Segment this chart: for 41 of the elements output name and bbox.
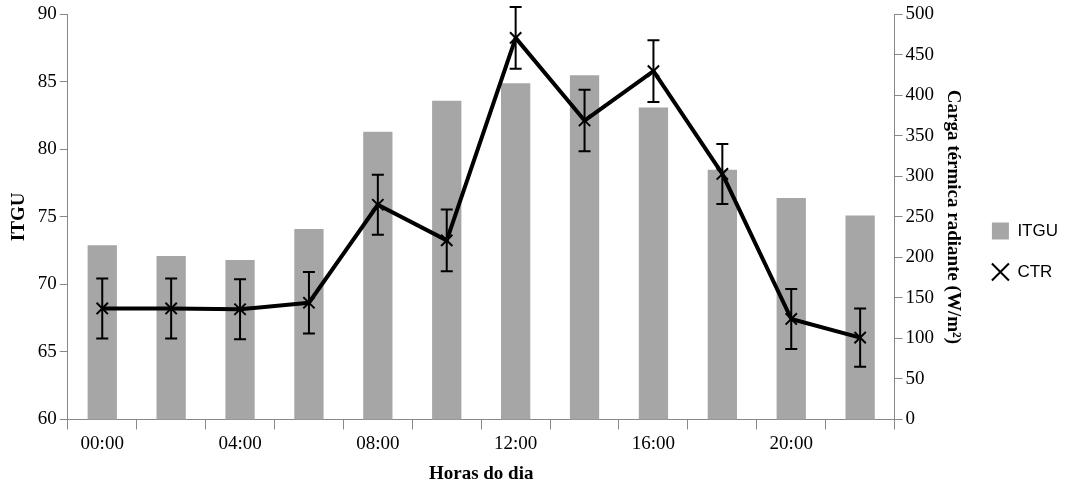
legend-label: ITGU: [1017, 220, 1058, 240]
point: [853, 330, 867, 345]
x-tick-label: 04:00: [218, 431, 262, 453]
x-tick-label: 08:00: [356, 431, 400, 453]
legend-label: CTR: [1017, 261, 1053, 281]
y2-tick-label: 400: [905, 83, 935, 105]
y2-tick-label: 100: [905, 326, 935, 348]
x-axis-title: Horas do dia: [428, 461, 534, 483]
x-tick-label: 20:00: [769, 431, 813, 453]
y2-tick-label: 150: [905, 285, 935, 307]
y2-tick-label: 0: [905, 407, 916, 429]
y-tick-label: 65: [37, 339, 57, 361]
y2-axis-title: Carga térmica radiante (W/m²): [942, 89, 965, 344]
y2-tick-label: 350: [905, 123, 935, 145]
x-tick-label: 12:00: [494, 431, 538, 453]
y2-tick-label: 250: [905, 204, 935, 226]
y2-tick-label: 50: [905, 366, 925, 388]
y-tick-label: 85: [37, 69, 57, 91]
y2-tick-label: 450: [905, 42, 935, 64]
y2-tick-label: 300: [905, 164, 935, 186]
y-tick-label: 70: [37, 272, 57, 294]
point: [302, 296, 316, 310]
y-tick-label: 80: [37, 137, 57, 159]
y2-tick-label: 500: [905, 2, 935, 24]
y-axis-title: ITGU: [7, 192, 29, 242]
y2-tick-label: 200: [905, 245, 935, 267]
x-tick-label: 00:00: [80, 431, 124, 453]
point: [95, 301, 109, 316]
x-tick-label: 16:00: [631, 431, 676, 453]
point: [646, 64, 661, 78]
point: [508, 31, 523, 45]
y-tick-label: 60: [37, 407, 57, 429]
point: [371, 198, 385, 212]
y-tick-label: 75: [37, 204, 57, 226]
point: [577, 113, 592, 128]
point: [233, 302, 247, 316]
point: [784, 312, 798, 326]
point: [440, 233, 454, 248]
point: [715, 167, 729, 181]
point: [164, 301, 178, 316]
y-tick-label: 90: [37, 2, 57, 24]
